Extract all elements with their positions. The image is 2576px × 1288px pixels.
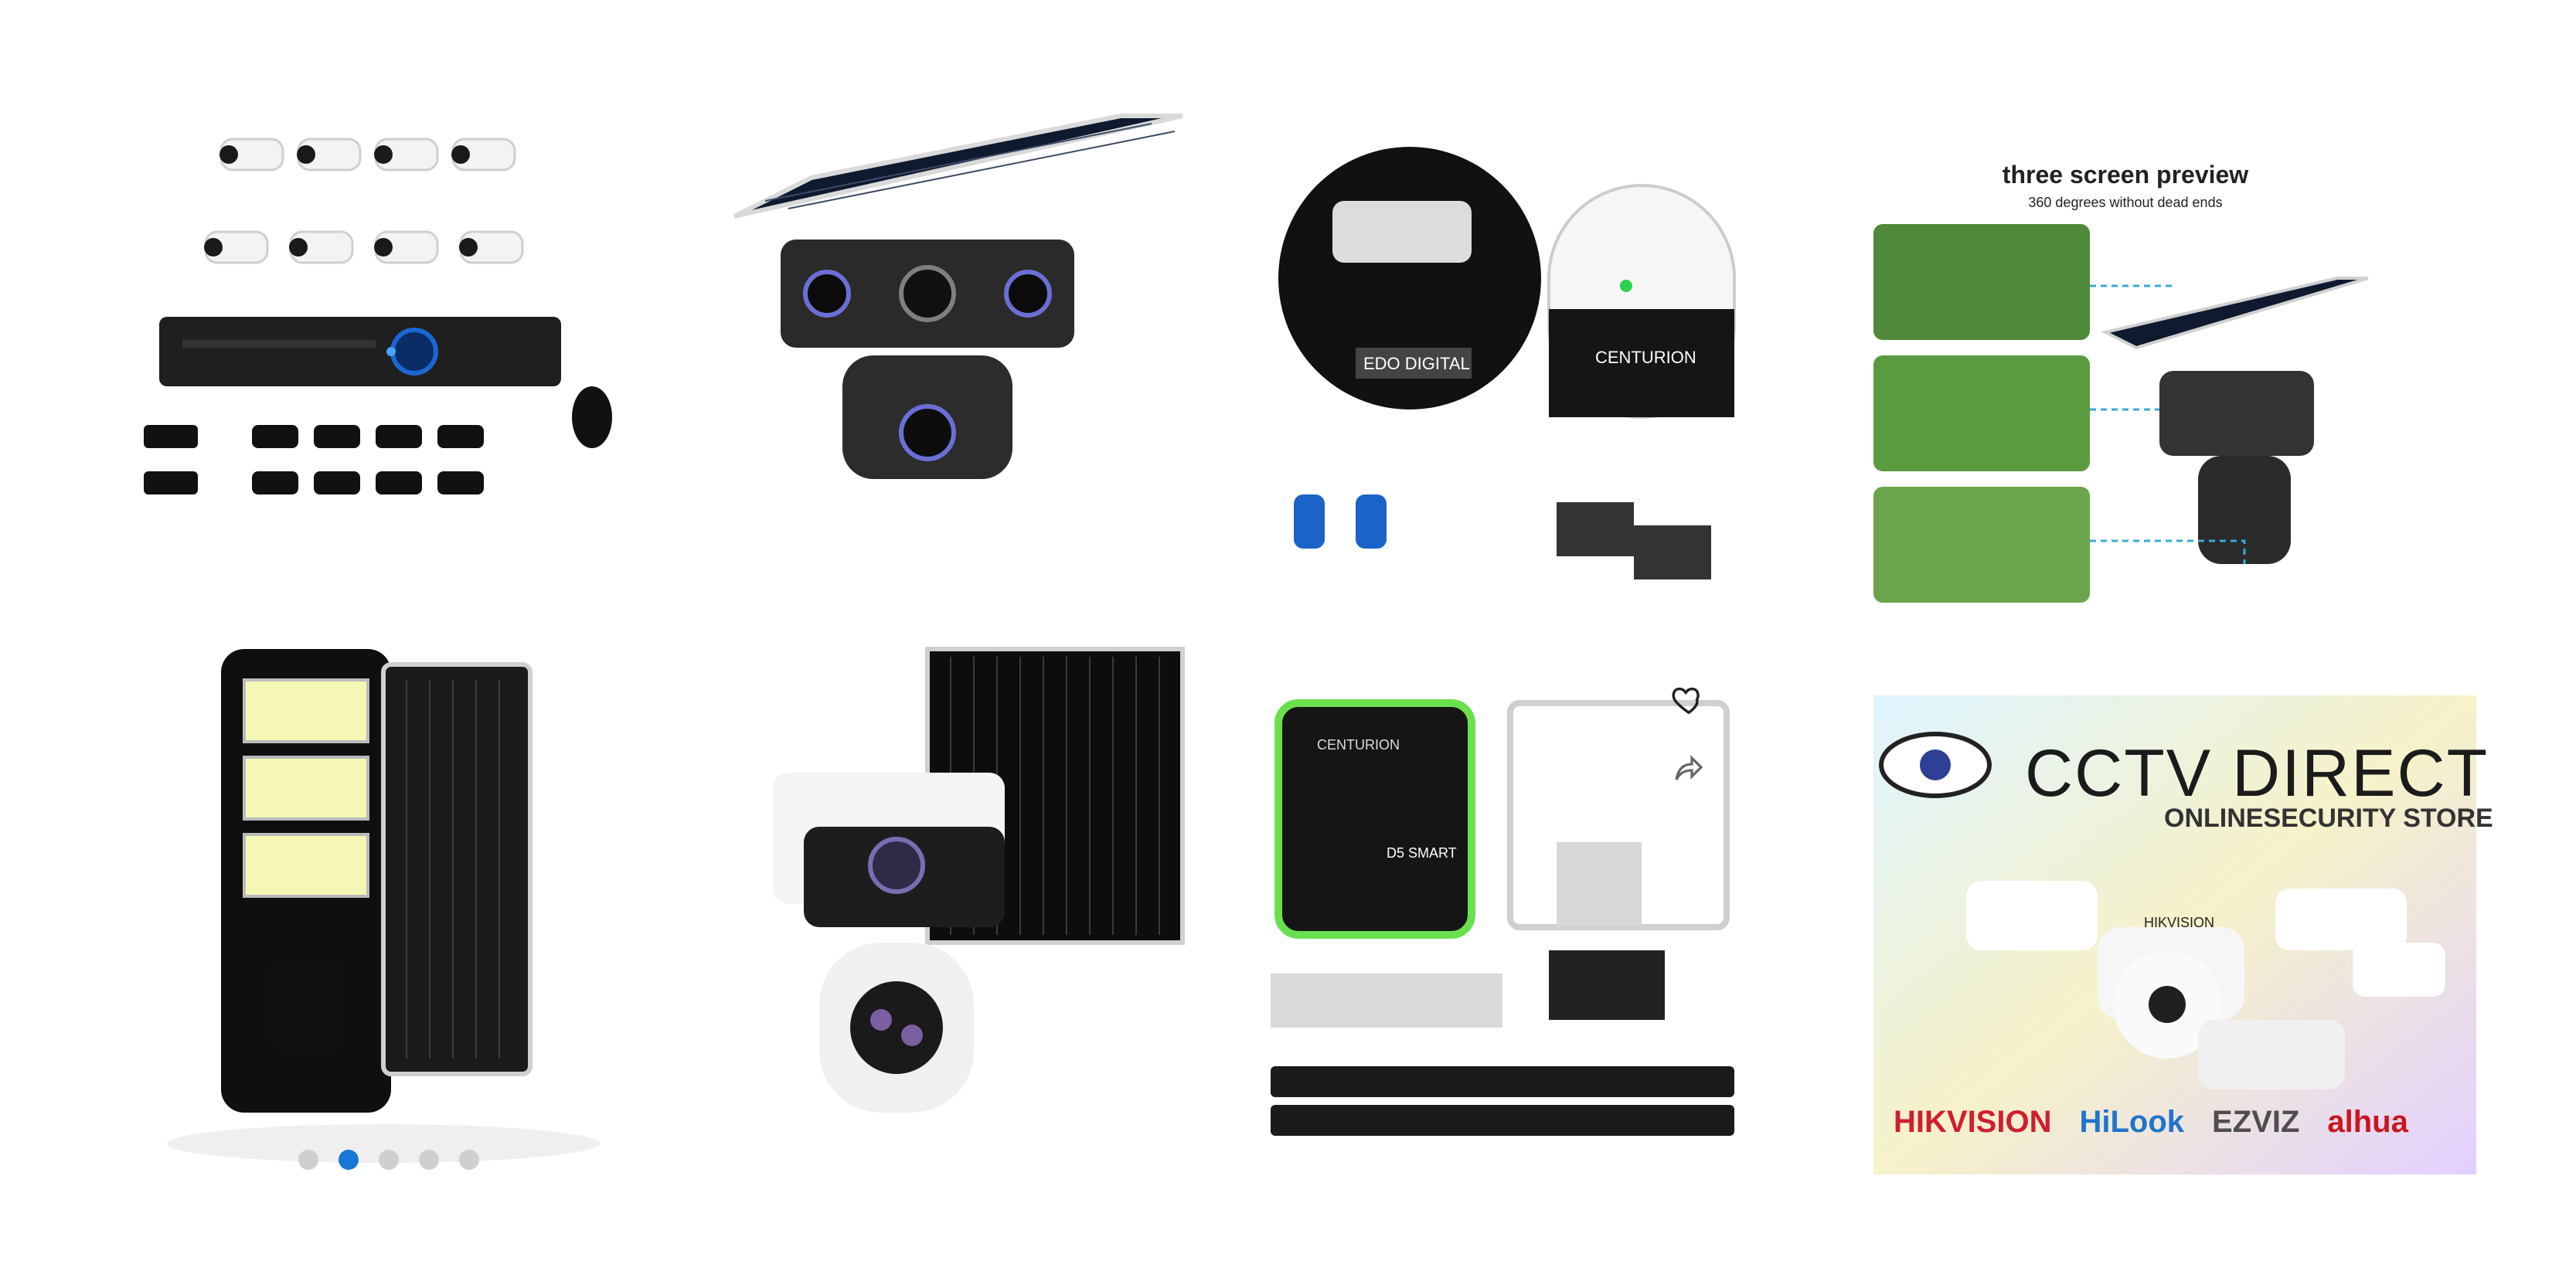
street-light-illustration [167,649,600,1163]
preview-illustration [1873,224,2368,603]
hikvision-logo: HIKVISION [1894,1105,2052,1139]
share-icon [1675,755,1703,780]
ezviz-logo: EZVIZ [2212,1105,2300,1139]
favorite-button[interactable] [1662,672,1716,726]
product-card-solar-street-light[interactable] [136,634,631,1174]
cctv-direct-title: CCTV DIRECT [2025,736,2489,811]
heart-icon [1672,687,1700,715]
centurion-d5-label: CENTURION [1317,737,1400,753]
three-screen-preview-title: three screen preview [2002,161,2249,189]
product-card-d5-smart-kit[interactable]: CENTURION D5 SMART [1263,634,1758,1174]
share-button[interactable] [1662,742,1716,796]
hikvision-camera-label: HIKVISION [2144,915,2214,930]
edo-digital-label: EDO DIGITAL [1363,354,1470,373]
centurion-label: CENTURION [1595,348,1696,367]
product-card-gate-kit[interactable]: EDO DIGITAL CENTURION [1263,93,1758,587]
hilook-logo: HiLook [2079,1105,2185,1139]
carousel-dot[interactable] [379,1150,399,1170]
product-card-solar-dual-ptz[interactable] [719,634,1213,1174]
cctv-kit-illustration [144,138,612,494]
carousel-dot[interactable] [459,1150,479,1170]
three-screen-preview-subtitle: 360 degrees without dead ends [2028,195,2223,210]
solar-ptz-illustration [733,114,1183,479]
brand-logos: HIKVISION HiLook EZVIZ alhua [1894,1105,2408,1140]
cctv-direct-subtitle: ONLINESECURITY STORE [2164,804,2493,833]
dual-ptz-illustration [773,647,1185,1113]
carousel-dot[interactable] [298,1150,318,1170]
product-card-three-screen-preview[interactable] [1873,93,2368,618]
gate-kit-illustration: EDO DIGITAL CENTURION [1278,147,1736,579]
carousel-dot[interactable] [419,1150,439,1170]
cctv-direct-illustration: HIKVISION [1873,695,2476,1174]
d5-kit-illustration: CENTURION D5 SMART [1271,699,1734,1136]
product-card-cctv-kit[interactable] [136,93,631,587]
carousel-dot[interactable] [339,1150,359,1170]
carousel-dots[interactable] [298,1150,479,1170]
product-card-solar-ptz[interactable] [719,93,1213,587]
d5-smart-label: D5 SMART [1387,845,1457,861]
product-card-cctv-direct[interactable]: HIKVISION [1873,695,2476,1174]
dahua-logo: alhua [2327,1105,2408,1139]
